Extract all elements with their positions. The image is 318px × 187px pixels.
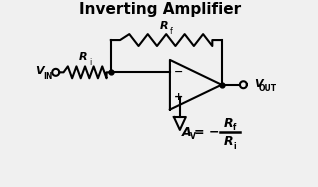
Text: V: V [190, 132, 196, 141]
Text: +: + [174, 92, 183, 102]
Text: = −: = − [194, 126, 219, 139]
Text: f: f [233, 123, 236, 132]
Text: V: V [254, 79, 263, 89]
Text: R: R [224, 117, 233, 130]
Text: −: − [174, 67, 183, 77]
Text: R: R [79, 52, 87, 62]
Text: Inverting Amplifier: Inverting Amplifier [79, 2, 241, 17]
Text: i: i [233, 142, 236, 151]
Text: IN: IN [43, 72, 52, 81]
Text: OUT: OUT [258, 84, 276, 93]
Text: i: i [89, 58, 91, 67]
Text: R: R [160, 21, 169, 31]
Text: R: R [224, 135, 233, 148]
Text: A: A [182, 126, 192, 139]
Text: f: f [170, 27, 173, 36]
Text: V: V [36, 66, 44, 76]
